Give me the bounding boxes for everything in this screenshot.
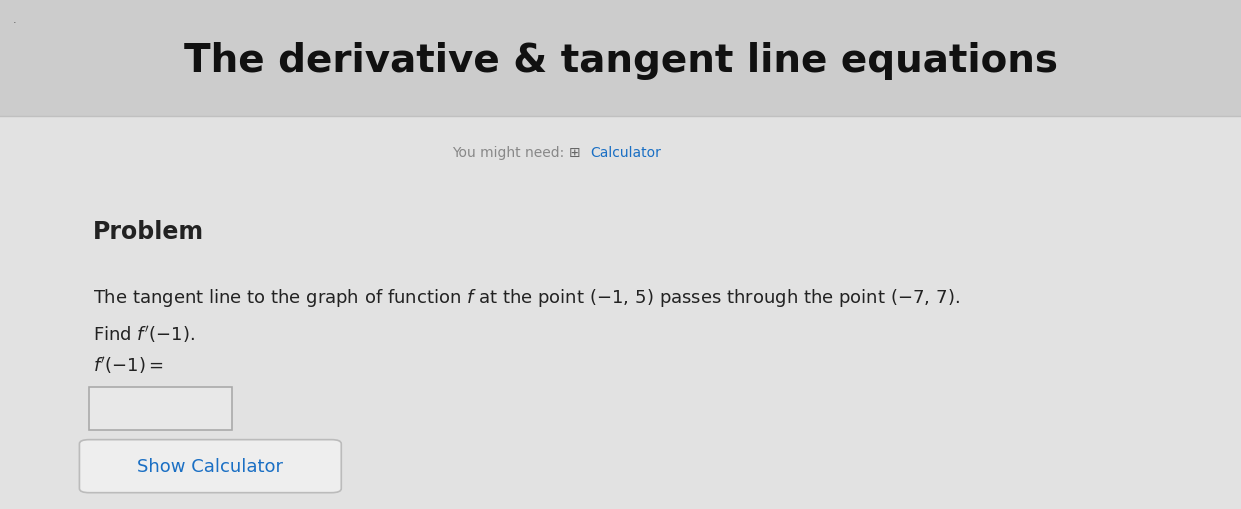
Text: Find $f'(-1)$.: Find $f'(-1)$. bbox=[93, 323, 195, 344]
FancyBboxPatch shape bbox=[89, 387, 232, 430]
Text: ⊞: ⊞ bbox=[568, 146, 580, 160]
FancyBboxPatch shape bbox=[0, 0, 1241, 117]
Text: You might need:: You might need: bbox=[453, 146, 565, 160]
Text: Show Calculator: Show Calculator bbox=[138, 457, 283, 475]
FancyBboxPatch shape bbox=[0, 117, 1241, 509]
Text: The tangent line to the graph of function $f$ at the point $(-1,\,5)$ passes thr: The tangent line to the graph of functio… bbox=[93, 287, 961, 309]
Text: Calculator: Calculator bbox=[591, 146, 661, 160]
Text: Problem: Problem bbox=[93, 219, 205, 244]
Text: The derivative & tangent line equations: The derivative & tangent line equations bbox=[184, 42, 1057, 80]
Text: ·: · bbox=[12, 18, 16, 28]
FancyBboxPatch shape bbox=[79, 440, 341, 493]
Text: $f'(-1) =$: $f'(-1) =$ bbox=[93, 354, 164, 376]
